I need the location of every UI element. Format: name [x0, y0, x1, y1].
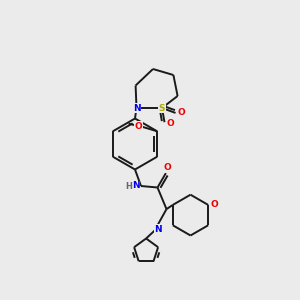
Text: O: O	[164, 163, 171, 172]
Text: O: O	[178, 108, 185, 117]
Text: O: O	[135, 122, 142, 131]
Text: O: O	[210, 200, 218, 209]
Text: N: N	[132, 182, 140, 190]
Text: O: O	[167, 119, 174, 128]
Text: N: N	[133, 103, 140, 112]
Text: H: H	[125, 182, 132, 191]
Text: N: N	[154, 225, 162, 234]
Text: S: S	[159, 103, 165, 112]
